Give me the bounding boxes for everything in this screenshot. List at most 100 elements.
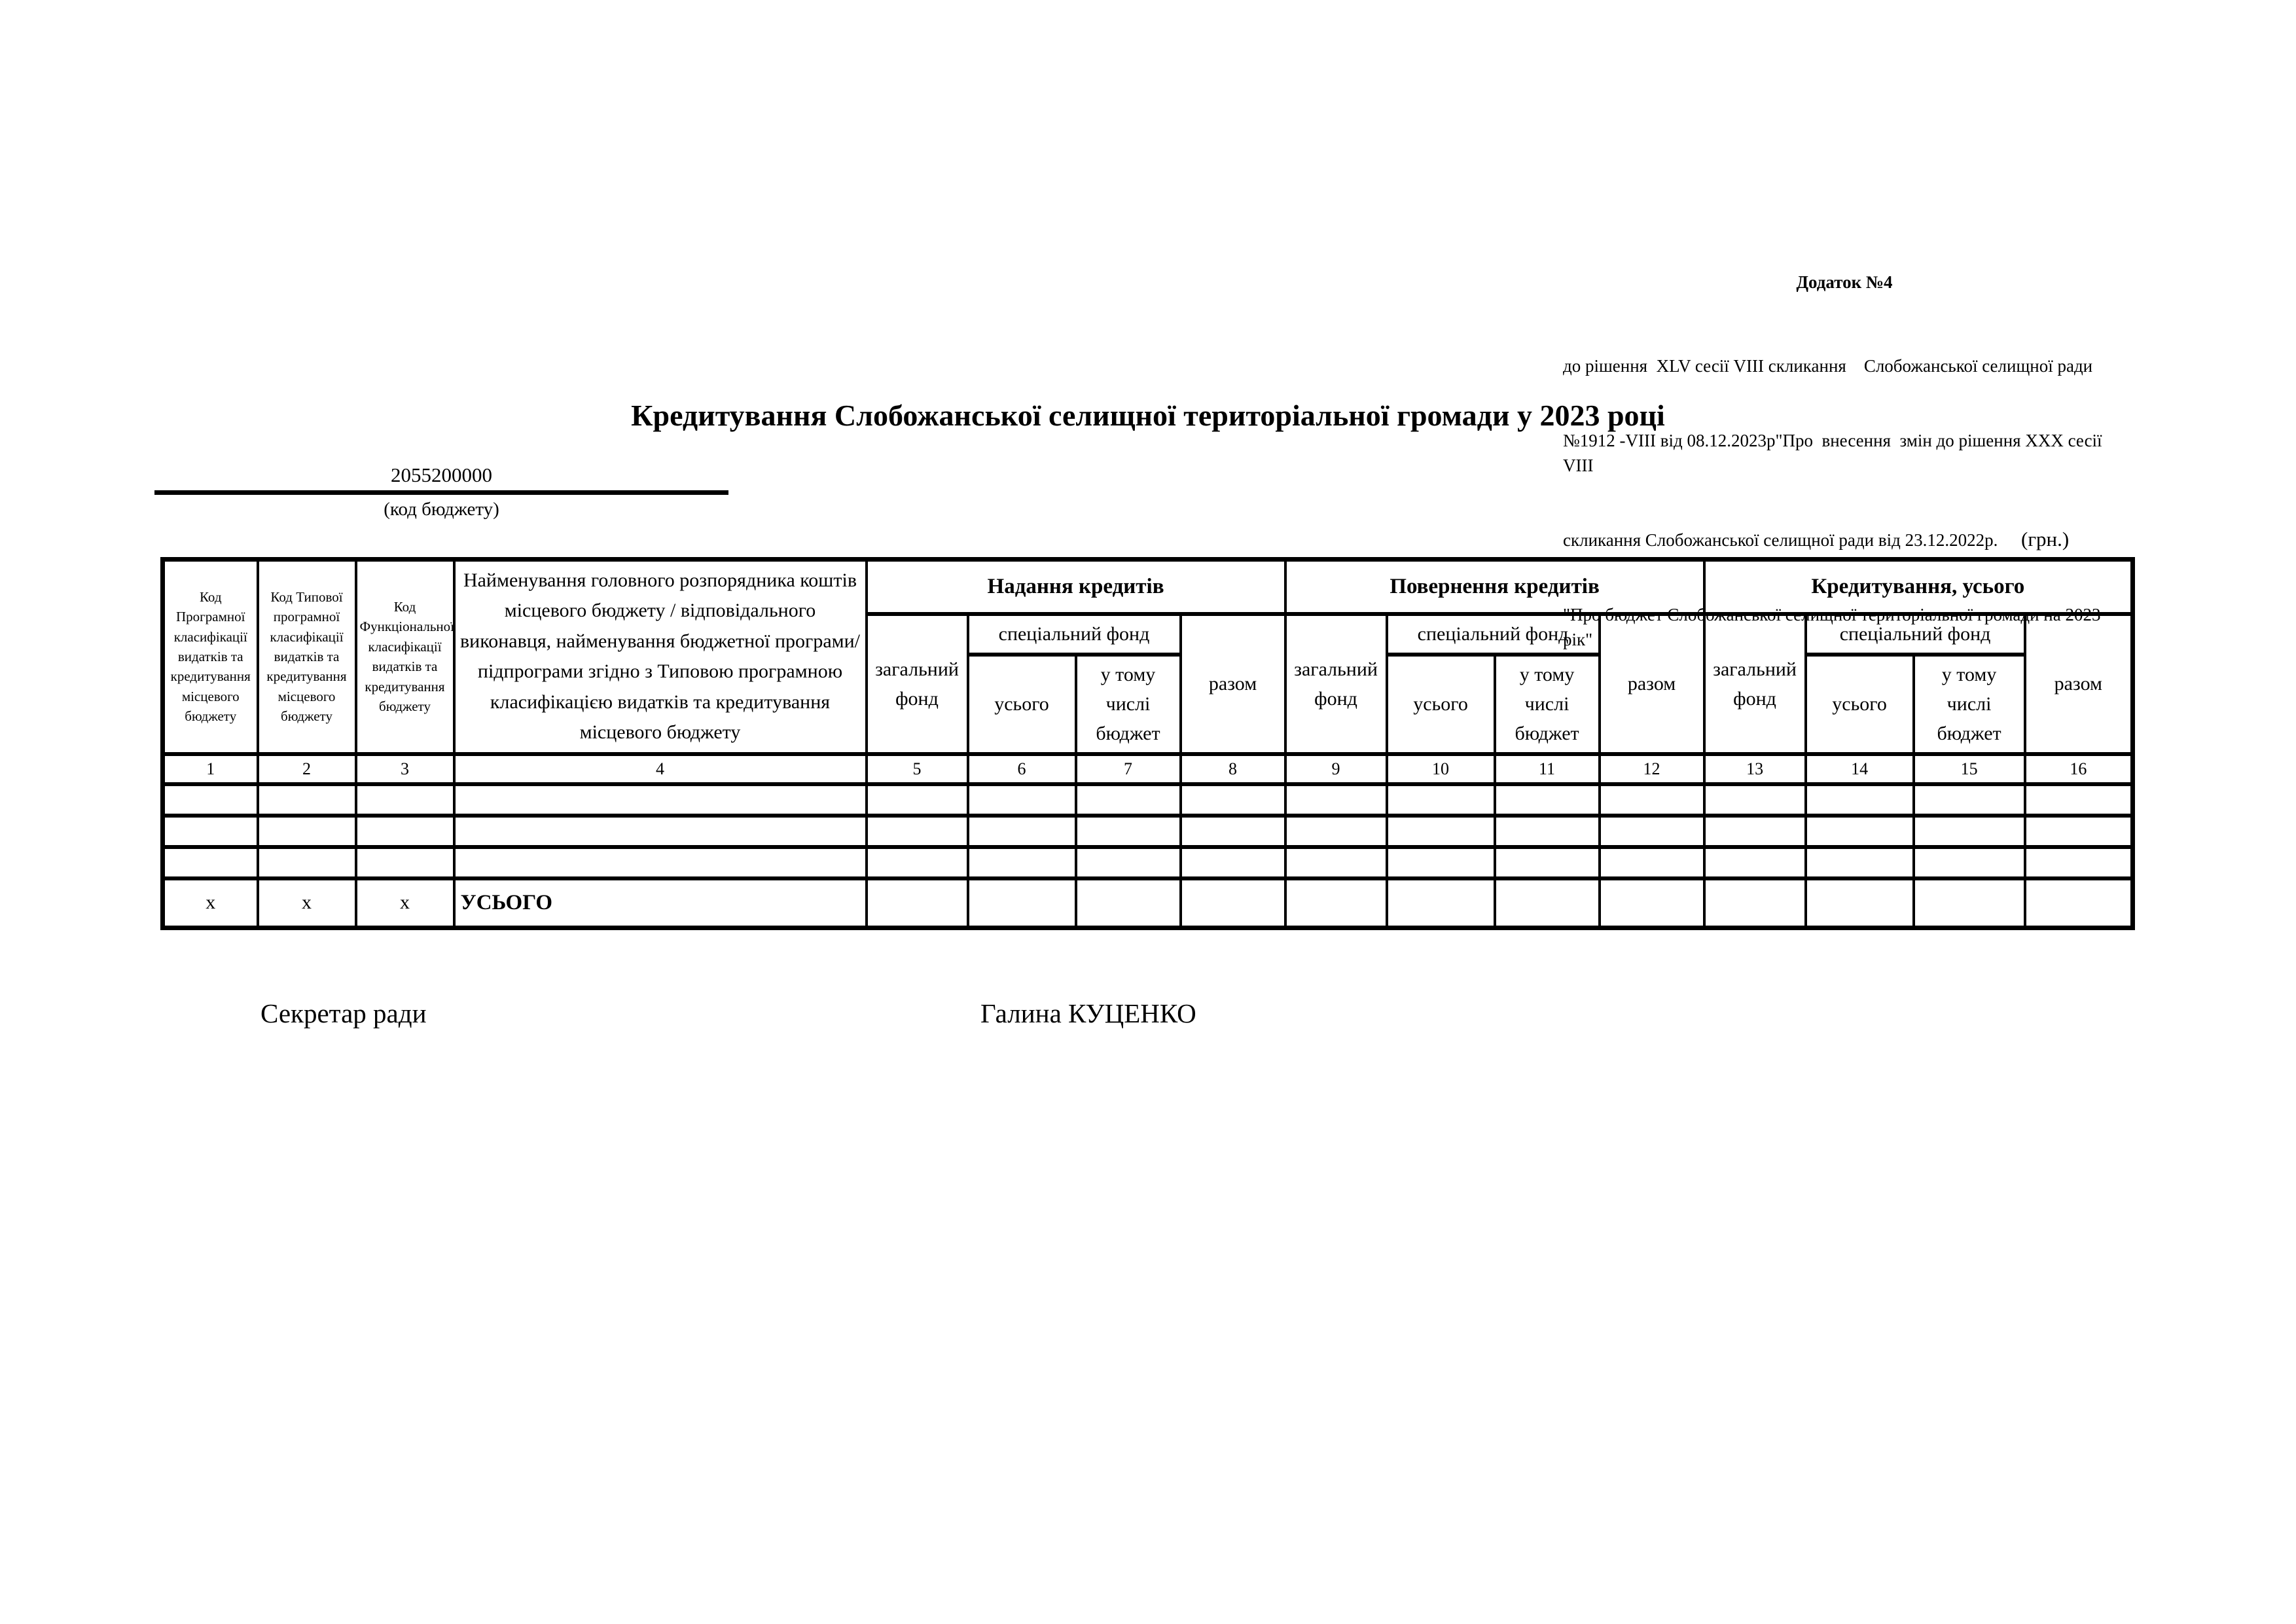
empty-cell [1074, 876, 1182, 930]
empty-cell [256, 813, 357, 849]
empty-cell [966, 844, 1077, 880]
empty-cell [1912, 782, 2026, 818]
group-header-loans-return: Повернення кредитів [1283, 557, 1706, 616]
subheader-all: усього [1385, 652, 1496, 756]
subheader-incl-budget: у тому числі бюджет [1074, 652, 1182, 756]
total-x-mark: х [354, 876, 456, 930]
crediting-table: Код Програмної класифікації видатків та … [160, 557, 2136, 930]
empty-cell [1702, 782, 1807, 818]
column-number-row: 1 2 3 4 5 6 7 8 9 10 11 12 13 14 15 16 [161, 751, 2134, 786]
subheader-general-fund: загальний фонд [1702, 611, 1807, 756]
col-number: 6 [966, 751, 1077, 786]
empty-cell [161, 844, 259, 880]
appendix-line: скликання Слобожанської селищної ради ві… [1563, 530, 1998, 550]
empty-cell [354, 844, 456, 880]
empty-cell [966, 782, 1077, 818]
empty-cell [2023, 813, 2134, 849]
col-number: 13 [1702, 751, 1807, 786]
col-number: 11 [1493, 751, 1601, 786]
empty-cell [865, 876, 969, 930]
subheader-total: разом [1179, 611, 1287, 756]
subheader-all: усього [1804, 652, 1915, 756]
empty-cell [865, 782, 969, 818]
empty-cell [1702, 813, 1807, 849]
empty-cell [1598, 813, 1706, 849]
budget-code-underline [154, 490, 728, 495]
empty-cell [865, 844, 969, 880]
empty-cell [1385, 782, 1496, 818]
total-row: х х х УСЬОГО [161, 876, 2134, 930]
col-number: 5 [865, 751, 969, 786]
group-header-loans-granting: Надання кредитів [865, 557, 1287, 616]
signature-role: Секретар ради [260, 998, 427, 1028]
empty-cell [354, 782, 456, 818]
subheader-special-fund: спеціальний фонд [966, 611, 1182, 657]
col-number: 9 [1283, 751, 1388, 786]
subheader-general-fund: загальний фонд [1283, 611, 1388, 756]
empty-cell [1493, 876, 1601, 930]
header-col-program-code: Код Програмної класифікації видатків та … [161, 557, 259, 756]
total-x-mark: х [161, 876, 259, 930]
empty-cell [1283, 844, 1388, 880]
empty-cell [1493, 813, 1601, 849]
empty-cell [1385, 876, 1496, 930]
empty-cell [1912, 813, 2026, 849]
appendix-line: Додаток №4 [1796, 272, 1893, 292]
empty-cell [1385, 844, 1496, 880]
col-number: 15 [1912, 751, 2026, 786]
header-col-functional-code: Код Функціональної класифікації видатків… [354, 557, 456, 756]
empty-cell [1283, 782, 1388, 818]
appendix-line: №1912 -VIII від 08.12.2023р"Про внесення… [1563, 431, 2111, 475]
empty-cell [2023, 844, 2134, 880]
empty-cell [1283, 813, 1388, 849]
empty-cell [1179, 876, 1287, 930]
total-x-mark: х [256, 876, 357, 930]
empty-cell [966, 876, 1077, 930]
col-number: 7 [1074, 751, 1182, 786]
budget-code-label: (код бюджету) [384, 499, 499, 520]
col-number: 12 [1598, 751, 1706, 786]
group-header-crediting-total: Кредитування, усього [1702, 557, 2134, 616]
empty-cell [1702, 844, 1807, 880]
subheader-total: разом [1598, 611, 1706, 756]
empty-cell [1179, 782, 1287, 818]
empty-cell [1179, 813, 1287, 849]
subheader-general-fund: загальний фонд [865, 611, 969, 756]
empty-cell [865, 813, 969, 849]
empty-cell [1912, 844, 2026, 880]
empty-cell [1074, 813, 1182, 849]
col-number: 3 [354, 751, 456, 786]
empty-cell [1074, 782, 1182, 818]
empty-cell [452, 782, 868, 818]
empty-cell [1493, 782, 1601, 818]
empty-cell [1804, 876, 1915, 930]
col-number: 4 [452, 751, 868, 786]
empty-cell [1598, 876, 1706, 930]
col-number: 8 [1179, 751, 1287, 786]
col-number: 2 [256, 751, 357, 786]
col-number: 10 [1385, 751, 1496, 786]
empty-cell [161, 782, 259, 818]
table-row [161, 782, 2134, 818]
appendix-line: до рішення XLV сесії VIII скликання Слоб… [1563, 356, 2093, 376]
empty-cell [2023, 782, 2134, 818]
empty-cell [452, 813, 868, 849]
empty-cell [1493, 844, 1601, 880]
empty-cell [1804, 782, 1915, 818]
empty-cell [1283, 876, 1388, 930]
empty-cell [1074, 844, 1182, 880]
subheader-total: разом [2023, 611, 2134, 756]
empty-cell [2023, 876, 2134, 930]
total-row-label: УСЬОГО [452, 876, 868, 930]
budget-code-value: 2055200000 [391, 463, 492, 486]
header-col-typical-code: Код Типової програмної класифікації вида… [256, 557, 357, 756]
empty-cell [1912, 876, 2026, 930]
table-row [161, 813, 2134, 849]
page-title: Кредитування Слобожанської селищної тери… [631, 399, 1665, 432]
empty-cell [256, 782, 357, 818]
empty-cell [354, 813, 456, 849]
empty-cell [1598, 782, 1706, 818]
col-number: 16 [2023, 751, 2134, 786]
empty-cell [1179, 844, 1287, 880]
